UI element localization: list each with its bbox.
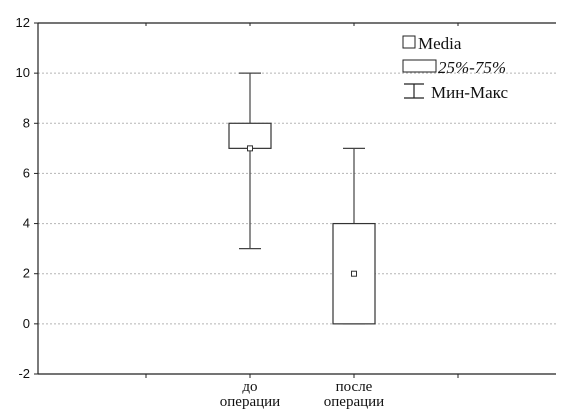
legend-median-swatch <box>402 35 416 49</box>
iqr-box <box>228 122 272 149</box>
y-tick-label: 10 <box>16 65 30 80</box>
box-marks <box>228 72 376 325</box>
box-group <box>228 72 272 250</box>
y-tick-label: 6 <box>23 165 30 180</box>
x-tick-label: до <box>242 379 257 395</box>
y-tick-label: 8 <box>23 115 30 130</box>
median-marker <box>247 145 253 152</box>
legend-label: 25%-75% <box>438 58 506 77</box>
legend-label: Мин-Макс <box>431 83 508 102</box>
y-tick-label: -2 <box>18 366 30 381</box>
y-tick-label: 12 <box>16 15 30 30</box>
median-marker <box>351 270 357 277</box>
grid-lines <box>38 72 556 325</box>
x-tick-label: после <box>336 379 373 395</box>
x-tick-label: операции <box>220 394 280 410</box>
y-tick-label: 0 <box>23 316 30 331</box>
legend-item: 25%-75% <box>402 58 506 77</box>
legend-item: Мин-Макс <box>404 83 508 102</box>
legend-label: Media <box>418 34 462 53</box>
legend-box-swatch <box>402 59 437 73</box>
y-tick-label: 2 <box>23 266 30 281</box>
legend: Media 25%-75% Мин-Макс <box>402 34 508 102</box>
box-group <box>332 147 376 325</box>
y-tick-label: 4 <box>23 216 30 231</box>
x-tick-label: операции <box>324 394 384 410</box>
legend-item: Media <box>402 34 462 53</box>
